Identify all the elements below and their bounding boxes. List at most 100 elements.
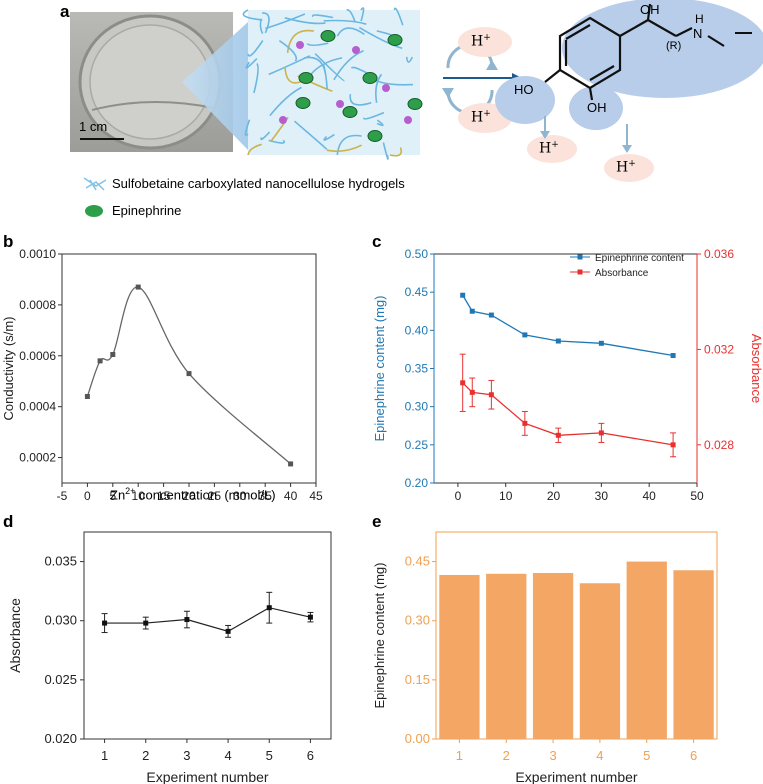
chart-c-point-epinephrine xyxy=(555,338,561,344)
chart-c-legend-marker-epinephrine xyxy=(577,254,583,260)
chart-d-point xyxy=(143,620,149,626)
chart-b-xtick-label: 10 xyxy=(132,489,146,503)
chart-c-legend-marker-absorbance xyxy=(577,269,583,275)
chart-b-point xyxy=(84,393,90,399)
nanocellulose-fiber xyxy=(363,111,385,120)
epinephrine-molecule xyxy=(407,98,423,110)
chart-d-xtick-label: 3 xyxy=(183,748,190,763)
chart-c-point-epinephrine xyxy=(460,292,466,298)
nanocellulose-fiber xyxy=(284,17,326,25)
epinephrine-molecule xyxy=(342,106,358,118)
nanocellulose-fiber xyxy=(358,26,403,50)
chart-d-ytick-label: 0.020 xyxy=(44,731,77,746)
nanocellulose-fiber xyxy=(265,13,306,30)
chart-b-ytick-label: 0.0004 xyxy=(19,400,56,414)
nanocellulose-fiber xyxy=(262,12,270,34)
chart-c-xtick-label: 20 xyxy=(547,489,561,503)
chart-c-ytick-right-label: 0.028 xyxy=(704,438,734,452)
nanocellulose-fiber xyxy=(336,27,365,37)
chart-e-bar xyxy=(579,583,621,739)
epinephrine-legend-icon xyxy=(85,205,103,217)
nanocellulose-fiber xyxy=(405,56,414,63)
chart-e-xtick-label: 6 xyxy=(690,748,697,763)
chart-e-ytick-label: 0.15 xyxy=(405,672,430,687)
panel-a-illustration xyxy=(70,0,763,217)
chart-c-point-epinephrine xyxy=(488,312,494,318)
chart-e-ytick-label: 0.00 xyxy=(405,731,430,746)
zinc-ion xyxy=(336,100,344,108)
zoom-beam xyxy=(182,22,248,150)
chart-c-ytick-left-label: 0.20 xyxy=(405,476,429,490)
chart-c-ytick-left-label: 0.40 xyxy=(405,323,429,337)
chart-b-xtick-label: 35 xyxy=(259,489,273,503)
zinc-ion xyxy=(352,46,360,54)
nanocellulose-fiber xyxy=(326,144,362,153)
chart-b-ytick-label: 0.0010 xyxy=(19,247,56,261)
chart-c-point-epinephrine xyxy=(469,308,475,314)
nanocellulose-fiber xyxy=(259,18,264,35)
chart-e-xlabel: Experiment number xyxy=(515,769,638,784)
proton-2: H+ xyxy=(471,109,491,126)
chart-c-xtick-label: 50 xyxy=(690,489,704,503)
chart-d-point xyxy=(184,617,190,623)
chart-c-point-epinephrine xyxy=(522,332,528,338)
zinc-ion xyxy=(279,116,287,124)
nanocellulose-fiber xyxy=(306,42,329,47)
nanocellulose-fiber xyxy=(333,49,364,81)
chart-b: -5 0 5 10 15 20 25 30 35 40 45 0.0002 0.0004 0.0006 0.… xyxy=(1,247,323,503)
chart-c-point-absorbance xyxy=(555,432,561,438)
chart-e-xtick-label: 2 xyxy=(503,748,510,763)
nanocellulose-fiber xyxy=(360,7,365,22)
chart-d-xtick-label: 4 xyxy=(224,748,231,763)
chart-c-xlabel: Time (Days) xyxy=(530,509,600,510)
chart-e-xtick-label: 3 xyxy=(549,748,556,763)
zinc-ion xyxy=(404,116,412,124)
chart-b-point xyxy=(97,358,103,364)
panel-c-label: c xyxy=(372,232,382,251)
nanocellulose-fiber xyxy=(382,142,389,160)
chart-c-xtick-label: 40 xyxy=(643,489,657,503)
chart-c-point-absorbance xyxy=(598,430,604,436)
nanocellulose-fiber xyxy=(322,64,328,90)
epinephrine-molecule xyxy=(362,72,378,84)
chart-d-xtick-label: 1 xyxy=(101,748,108,763)
panel-a-label: a xyxy=(60,2,70,21)
nanocellulose-fiber xyxy=(245,58,258,69)
epinephrine-structure xyxy=(544,3,725,101)
proton-bubble-1 xyxy=(458,27,512,57)
hydroxyl-halo-1 xyxy=(495,76,555,124)
chart-b-ylabel: Conductivity (s/m) xyxy=(1,316,16,420)
chart-d-ytick-label: 0.025 xyxy=(44,672,77,687)
chart-c-xtick-label: 0 xyxy=(455,489,462,503)
chem-oh-ring: OH xyxy=(587,100,607,115)
chart-b-xtick-label: 20 xyxy=(182,489,196,503)
chart-b-xlabel: Zn2+ concentration (mmol/L) xyxy=(110,486,276,503)
chart-d: 1 2 3 4 5 6 0.020 0.025 0.030 0.035 Absorbance Expe… xyxy=(7,531,332,784)
chart-c-point-absorbance xyxy=(488,392,494,398)
chart-e-bar xyxy=(673,570,714,739)
nanocellulose-fiber xyxy=(286,29,314,53)
chart-b-xtick-label: 0 xyxy=(84,489,91,503)
chem-nitrogen: N xyxy=(693,26,703,41)
nanocellulose-fiber xyxy=(389,147,403,157)
chem-oh-top: OH xyxy=(640,2,660,17)
chart-b-point xyxy=(110,352,116,358)
chart-c: 0 10 20 30 40 50 0.20 0.25 0.30 0.35 0.40 0.45 0.50 0… xyxy=(372,247,763,510)
chart-c-ytick-right-label: 0.036 xyxy=(704,247,734,261)
panel-e-label: e xyxy=(372,512,382,531)
chart-c-ytick-left-label: 0.30 xyxy=(405,400,429,414)
nanocellulose-fiber xyxy=(247,40,264,57)
chart-d-xtick-label: 6 xyxy=(307,748,314,763)
chart-b-xtick-label: 40 xyxy=(284,489,298,503)
chart-c-ytick-left-label: 0.25 xyxy=(405,438,429,452)
legend-hydrogel: Sulfobetaine carboxylated nanocellulose … xyxy=(112,176,405,191)
chart-c-point-absorbance xyxy=(460,380,466,386)
nanocellulose-fiber xyxy=(349,94,372,106)
chart-d-point xyxy=(266,605,272,611)
chart-e-xtick-label: 4 xyxy=(596,748,603,763)
chart-e-frame xyxy=(435,531,718,740)
nanocellulose-fiber xyxy=(375,73,383,103)
nanocellulose-fiber xyxy=(376,119,384,127)
hydroxyl-halo-2 xyxy=(569,86,623,130)
chart-e-ytick-label: 0.30 xyxy=(405,613,430,628)
